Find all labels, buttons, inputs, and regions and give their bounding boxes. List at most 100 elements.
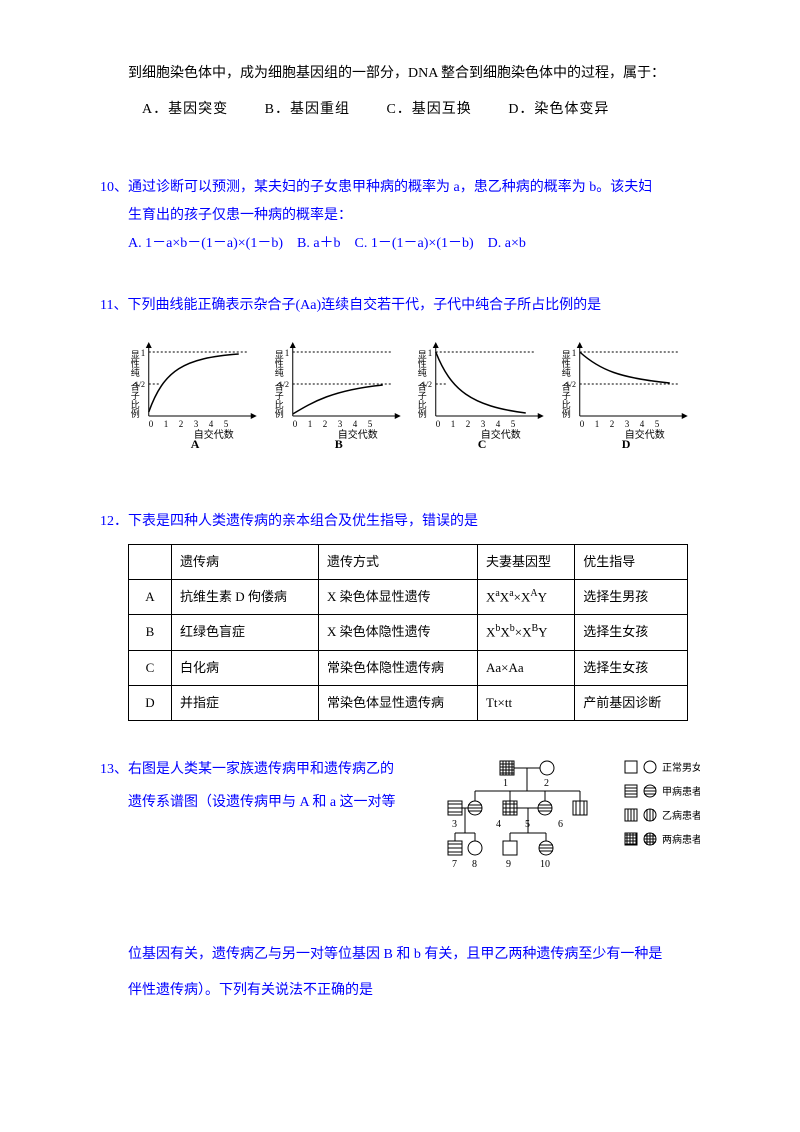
q13-num: 13、 — [100, 762, 128, 777]
q13-text: 13、右图是人类某一家族遗传病甲和遗传病乙的 遗传系谱图（设遗传病甲与 A 和 … — [100, 753, 420, 820]
svg-text:自交代数: 自交代数 — [337, 428, 377, 441]
svg-text:3: 3 — [452, 819, 457, 830]
svg-text:乙病患者: 乙病患者 — [662, 809, 700, 822]
svg-text:1: 1 — [164, 419, 169, 429]
svg-text:3: 3 — [194, 419, 199, 429]
svg-text:4: 4 — [496, 419, 501, 429]
q10-line2: 生育出的孩子仅患一种病的概率是： — [100, 202, 700, 230]
svg-text:正常男女: 正常男女 — [662, 761, 700, 774]
svg-text:1: 1 — [451, 419, 456, 429]
q12-table: 遗传病 遗传方式 夫妻基因型 优生指导 A 抗维生素 D 佝偻病 X 染色体显性… — [128, 544, 688, 721]
q10-opt-c: C. 1－(1－a)×(1－b) — [355, 236, 474, 251]
svg-text:B: B — [334, 437, 342, 450]
svg-text:4: 4 — [352, 419, 357, 429]
chart-a: 显性纯 合子比例 1 1/2 012345 自交代数 A — [128, 330, 270, 450]
q10-opt-b: B. a＋b — [297, 236, 341, 251]
q9-opt-b: B．基因重组 — [265, 102, 350, 117]
svg-text:0: 0 — [579, 419, 584, 429]
q9-tail: 到细胞染色体中，成为细胞基因组的一部分，DNA 整合到细胞染色体中的过程，属于： — [100, 60, 700, 88]
q9-opt-c: C．基因互换 — [386, 102, 471, 117]
svg-text:甲病患者: 甲病患者 — [662, 785, 700, 798]
q10-opt-d: D. a×b — [488, 236, 526, 251]
table-row: D 并指症 常染色体显性遗传病 Tt×tt 产前基因诊断 — [129, 685, 688, 720]
q10-options: A. 1－a×b－(1－a)×(1－b) B. a＋b C. 1－(1－a)×(… — [100, 230, 700, 258]
svg-text:0: 0 — [149, 419, 154, 429]
svg-text:自交代数: 自交代数 — [194, 428, 234, 441]
q11-text: 下列曲线能正确表示杂合子(Aa)连续自交若干代，子代中纯合子所占比例的是 — [127, 298, 601, 313]
svg-text:2: 2 — [609, 419, 614, 429]
svg-text:1/2: 1/2 — [135, 380, 145, 389]
q11-num: 11、 — [100, 298, 127, 313]
svg-text:自交代数: 自交代数 — [481, 428, 521, 441]
q13-line3: 位基因有关，遗传病乙与另一对等位基因 B 和 b 有关，且甲乙两种遗传病至少有一… — [100, 941, 700, 969]
q13-line1: 右图是人类某一家族遗传病甲和遗传病乙的 — [128, 762, 394, 777]
svg-text:两病患者: 两病患者 — [662, 833, 700, 846]
svg-text:5: 5 — [367, 419, 372, 429]
th-4: 优生指导 — [575, 545, 688, 580]
svg-text:4: 4 — [639, 419, 644, 429]
svg-text:2: 2 — [322, 419, 327, 429]
q11-charts: 显性纯 合子比例 1 1/2 012345 自交代数 A 显性纯 合子比例 1 — [128, 330, 700, 450]
q9-opt-a: A．基因突变 — [142, 102, 228, 117]
svg-text:4: 4 — [496, 819, 501, 830]
svg-text:9: 9 — [506, 859, 511, 870]
th-3: 夫妻基因型 — [477, 545, 574, 580]
svg-text:显性纯: 显性纯 — [130, 350, 140, 377]
cell: 选择生女孩 — [575, 650, 688, 685]
cell: 常染色体显性遗传病 — [318, 685, 477, 720]
cell: D — [129, 685, 172, 720]
svg-text:1: 1 — [141, 348, 146, 358]
cell: X 染色体隐性遗传 — [318, 615, 477, 650]
table-row: B 红绿色盲症 X 染色体隐性遗传 XbXb×XBY 选择生女孩 — [129, 615, 688, 650]
th-1: 遗传病 — [172, 545, 319, 580]
th-0 — [129, 545, 172, 580]
cell: 常染色体隐性遗传病 — [318, 650, 477, 685]
chart-d: 显性纯 合子比例 1 1/2 012345 自交代数 D — [559, 330, 701, 450]
svg-text:8: 8 — [472, 859, 477, 870]
svg-text:5: 5 — [654, 419, 659, 429]
svg-text:C: C — [478, 437, 487, 450]
svg-text:3: 3 — [337, 419, 342, 429]
svg-text:显性纯: 显性纯 — [560, 350, 570, 377]
svg-text:自交代数: 自交代数 — [624, 428, 664, 441]
svg-text:2: 2 — [466, 419, 471, 429]
svg-text:0: 0 — [436, 419, 441, 429]
table-header-row: 遗传病 遗传方式 夫妻基因型 优生指导 — [129, 545, 688, 580]
cell: 并指症 — [172, 685, 319, 720]
cell-geno: Tt×tt — [477, 685, 574, 720]
table-row: A 抗维生素 D 佝偻病 X 染色体显性遗传 XaXa×XAY 选择生男孩 — [129, 580, 688, 615]
cell-geno: Aa×Aa — [477, 650, 574, 685]
cell: B — [129, 615, 172, 650]
cell: 选择生女孩 — [575, 615, 688, 650]
svg-text:1/2: 1/2 — [565, 380, 575, 389]
q9-opt-d: D．染色体变异 — [508, 102, 609, 117]
svg-text:1: 1 — [594, 419, 599, 429]
q12: 12．下表是四种人类遗传病的亲本组合及优生指导，错误的是 — [100, 508, 700, 536]
svg-text:3: 3 — [481, 419, 486, 429]
q11: 11、下列曲线能正确表示杂合子(Aa)连续自交若干代，子代中纯合子所占比例的是 — [100, 292, 700, 320]
svg-text:5: 5 — [224, 419, 229, 429]
svg-text:1: 1 — [307, 419, 312, 429]
svg-text:2: 2 — [544, 778, 549, 789]
svg-text:显性纯: 显性纯 — [417, 350, 427, 377]
svg-text:6: 6 — [558, 819, 563, 830]
svg-text:7: 7 — [452, 859, 457, 870]
q12-text: 下表是四种人类遗传病的亲本组合及优生指导，错误的是 — [128, 514, 478, 529]
th-2: 遗传方式 — [318, 545, 477, 580]
cell-geno: XaXa×XAY — [477, 580, 574, 615]
q13-line4: 伴性遗传病）。下列有关说法不正确的是 — [100, 977, 700, 1005]
cell: C — [129, 650, 172, 685]
q9-options: A．基因突变 B．基因重组 C．基因互换 D．染色体变异 — [100, 96, 700, 124]
q10-opt-a: A. 1－a×b－(1－a)×(1－b) — [128, 236, 283, 251]
svg-text:1: 1 — [571, 348, 576, 358]
svg-text:1: 1 — [428, 348, 433, 358]
pedigree-diagram: 正常男女 甲病患者 乙病患者 — [440, 753, 700, 893]
table-row: C 白化病 常染色体隐性遗传病 Aa×Aa 选择生女孩 — [129, 650, 688, 685]
svg-text:0: 0 — [292, 419, 297, 429]
cell: 选择生男孩 — [575, 580, 688, 615]
q13-line2: 遗传系谱图（设遗传病甲与 A 和 a 这一对等 — [100, 786, 420, 820]
cell: 红绿色盲症 — [172, 615, 319, 650]
svg-text:1/2: 1/2 — [422, 380, 432, 389]
cell: 产前基因诊断 — [575, 685, 688, 720]
q10-line1: 通过诊断可以预测，某夫妇的子女患甲种病的概率为 a，患乙种病的概率为 b。该夫妇 — [128, 180, 652, 195]
